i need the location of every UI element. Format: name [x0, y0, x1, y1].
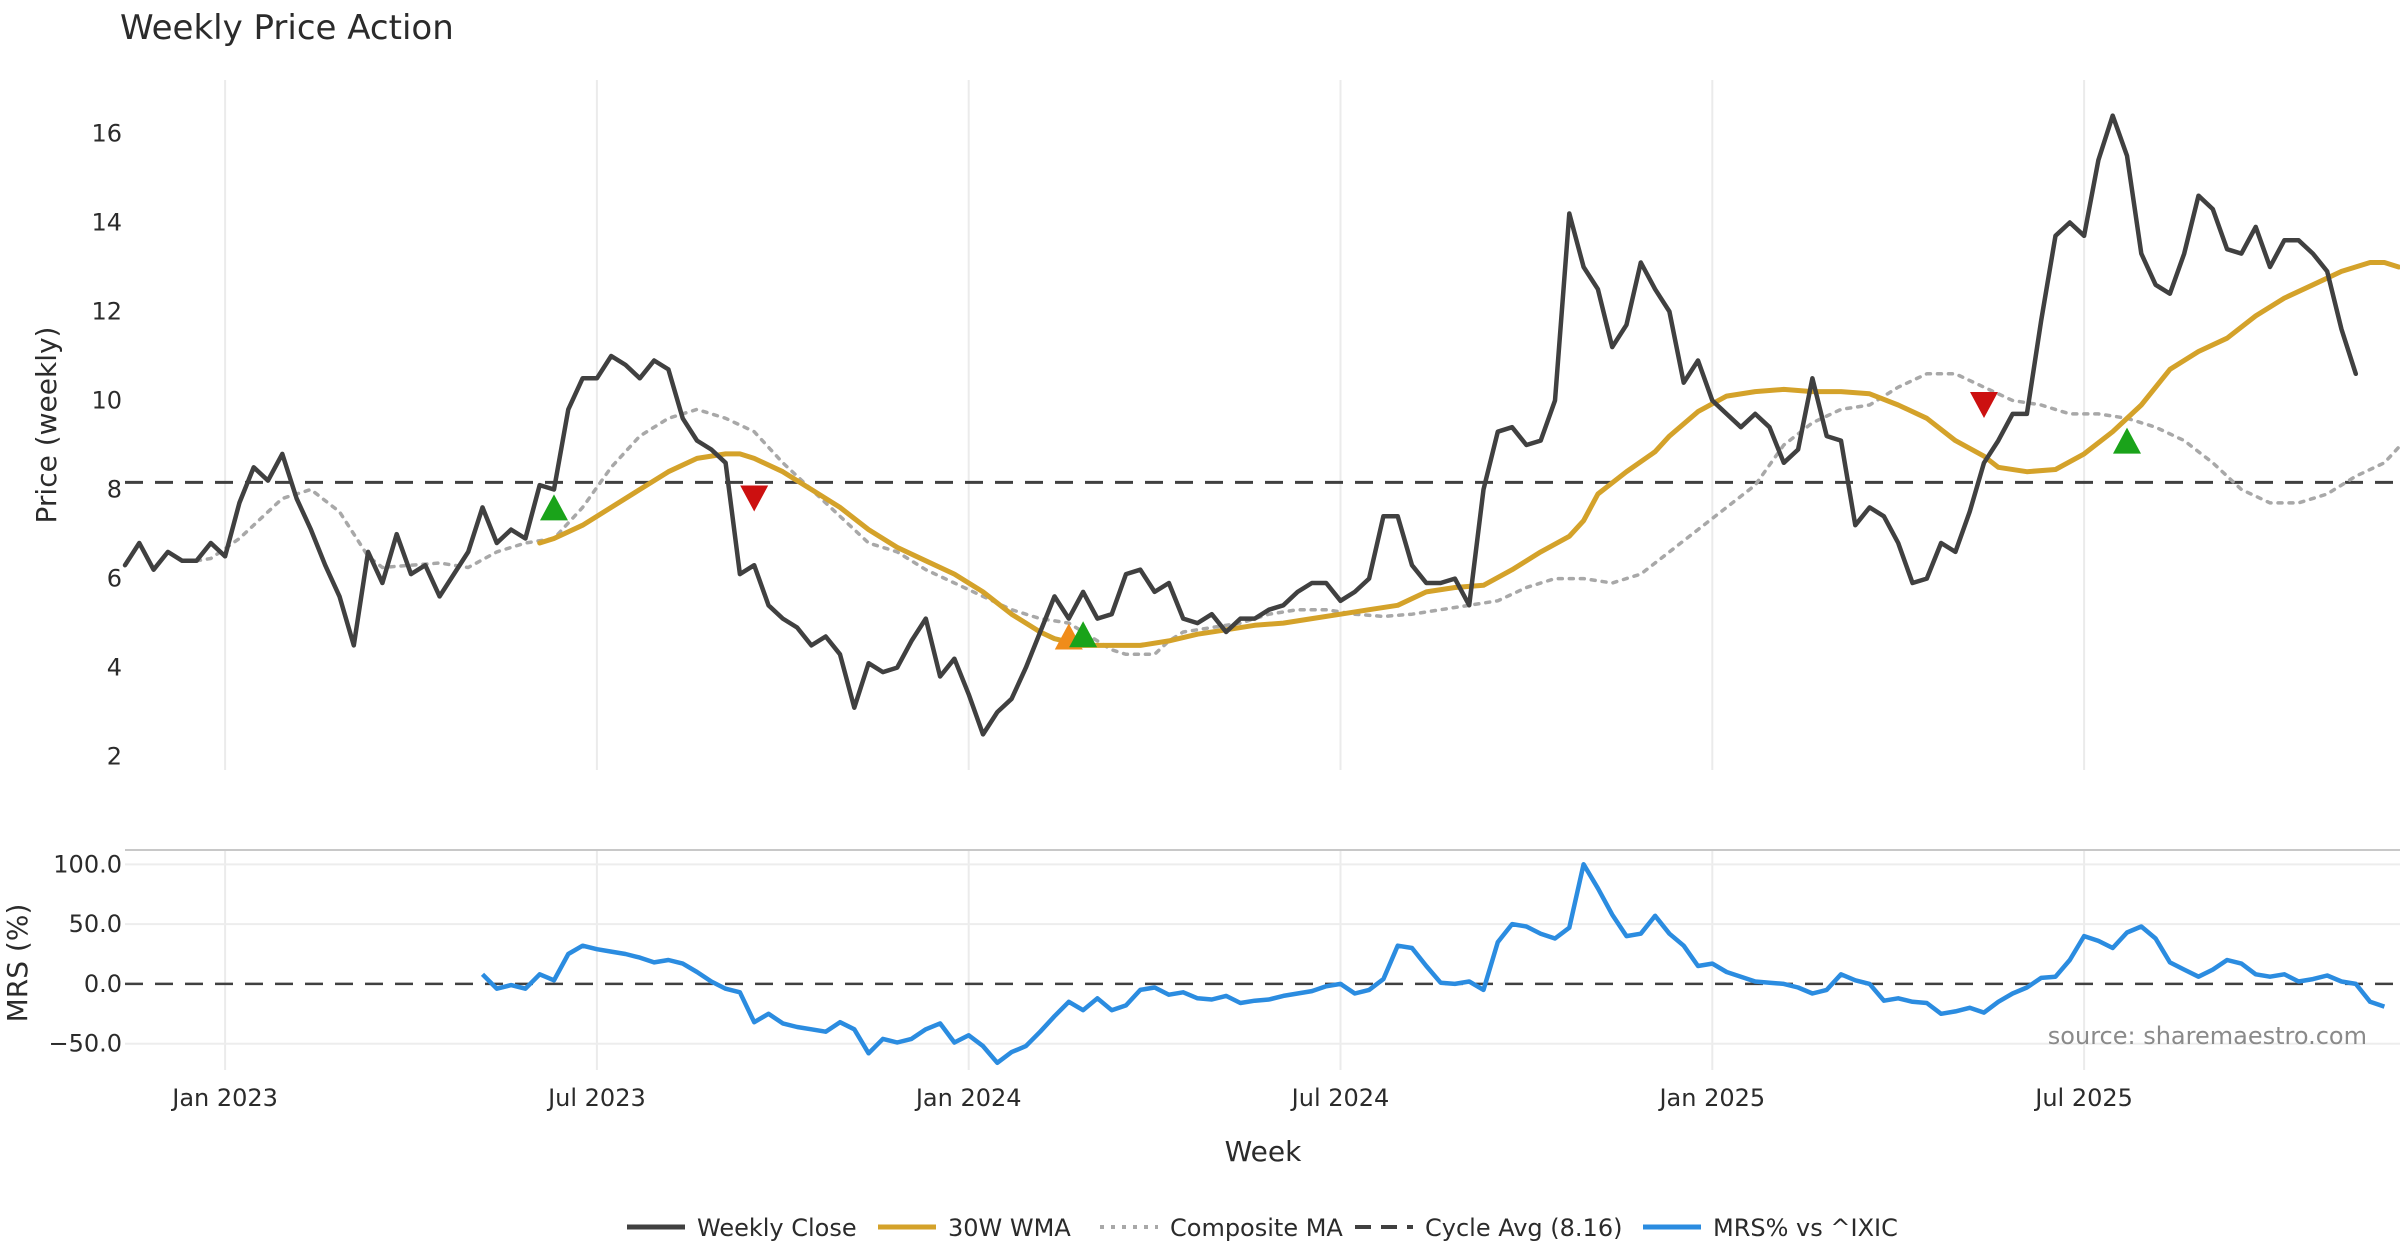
legend: Weekly Close 30W WMA Composite MA Cycle Avg… — [627, 1214, 1898, 1242]
signals — [540, 391, 2141, 650]
buy-signal-marker — [540, 494, 568, 521]
x-tick-label: Jul 2025 — [2033, 1084, 2133, 1112]
legend-mrs-label: MRS% vs ^IXIC — [1713, 1214, 1898, 1242]
mrs-y-tick-label: 0.0 — [84, 970, 122, 998]
price-y-tick-label: 14 — [91, 208, 122, 236]
legend-composite-ma-label: Composite MA — [1170, 1214, 1343, 1242]
composite-ma-line — [194, 372, 2400, 657]
price-y-tick-label: 8 — [107, 476, 122, 504]
mrs-y-tick-label: −50.0 — [48, 1030, 122, 1058]
buy-signal-marker — [2113, 427, 2141, 454]
price-y-tick-label: 12 — [91, 297, 122, 325]
axes: Weekly Price Action Price (weekly) MRS (… — [1, 8, 2367, 1168]
sell-signal-marker — [740, 485, 769, 512]
x-tick-label: Jul 2024 — [1290, 1084, 1390, 1112]
legend-weekly-close-label: Weekly Close — [697, 1214, 857, 1242]
sell-signal-marker — [1970, 391, 1998, 418]
series — [122, 113, 2400, 1066]
legend-30w-wma-label: 30W WMA — [948, 1214, 1071, 1242]
legend-cycle-avg-label: Cycle Avg (8.16) — [1425, 1214, 1622, 1242]
price-y-tick-label: 2 — [107, 743, 122, 771]
x-axis-label: Week — [1225, 1135, 1302, 1168]
x-tick-label: Jan 2024 — [914, 1084, 1022, 1112]
reference-lines — [125, 480, 2400, 986]
source-note: source: sharemaestro.com — [2048, 1022, 2367, 1050]
x-tick-label: Jan 2023 — [170, 1084, 278, 1112]
price-y-tick-label: 6 — [107, 565, 122, 593]
wma-30w-line — [537, 260, 2400, 648]
price-y-tick-label: 4 — [107, 654, 122, 682]
mrs-y-tick-label: 100.0 — [53, 850, 122, 878]
price-y-axis-label: Price (weekly) — [30, 327, 63, 524]
mrs-line — [480, 862, 2386, 1066]
weekly-close-line — [122, 113, 2359, 737]
chart-title: Weekly Price Action — [120, 8, 454, 48]
x-tick-label: Jul 2023 — [546, 1084, 646, 1112]
x-tick-label: Jan 2025 — [1657, 1084, 1765, 1112]
price-y-tick-label: 16 — [91, 119, 122, 147]
mrs-y-tick-label: 50.0 — [69, 910, 122, 938]
price-y-tick-label: 10 — [91, 387, 122, 415]
mrs-y-axis-label: MRS (%) — [1, 904, 34, 1023]
grid — [125, 80, 2400, 1070]
buy-signal-marker — [1069, 621, 1098, 648]
